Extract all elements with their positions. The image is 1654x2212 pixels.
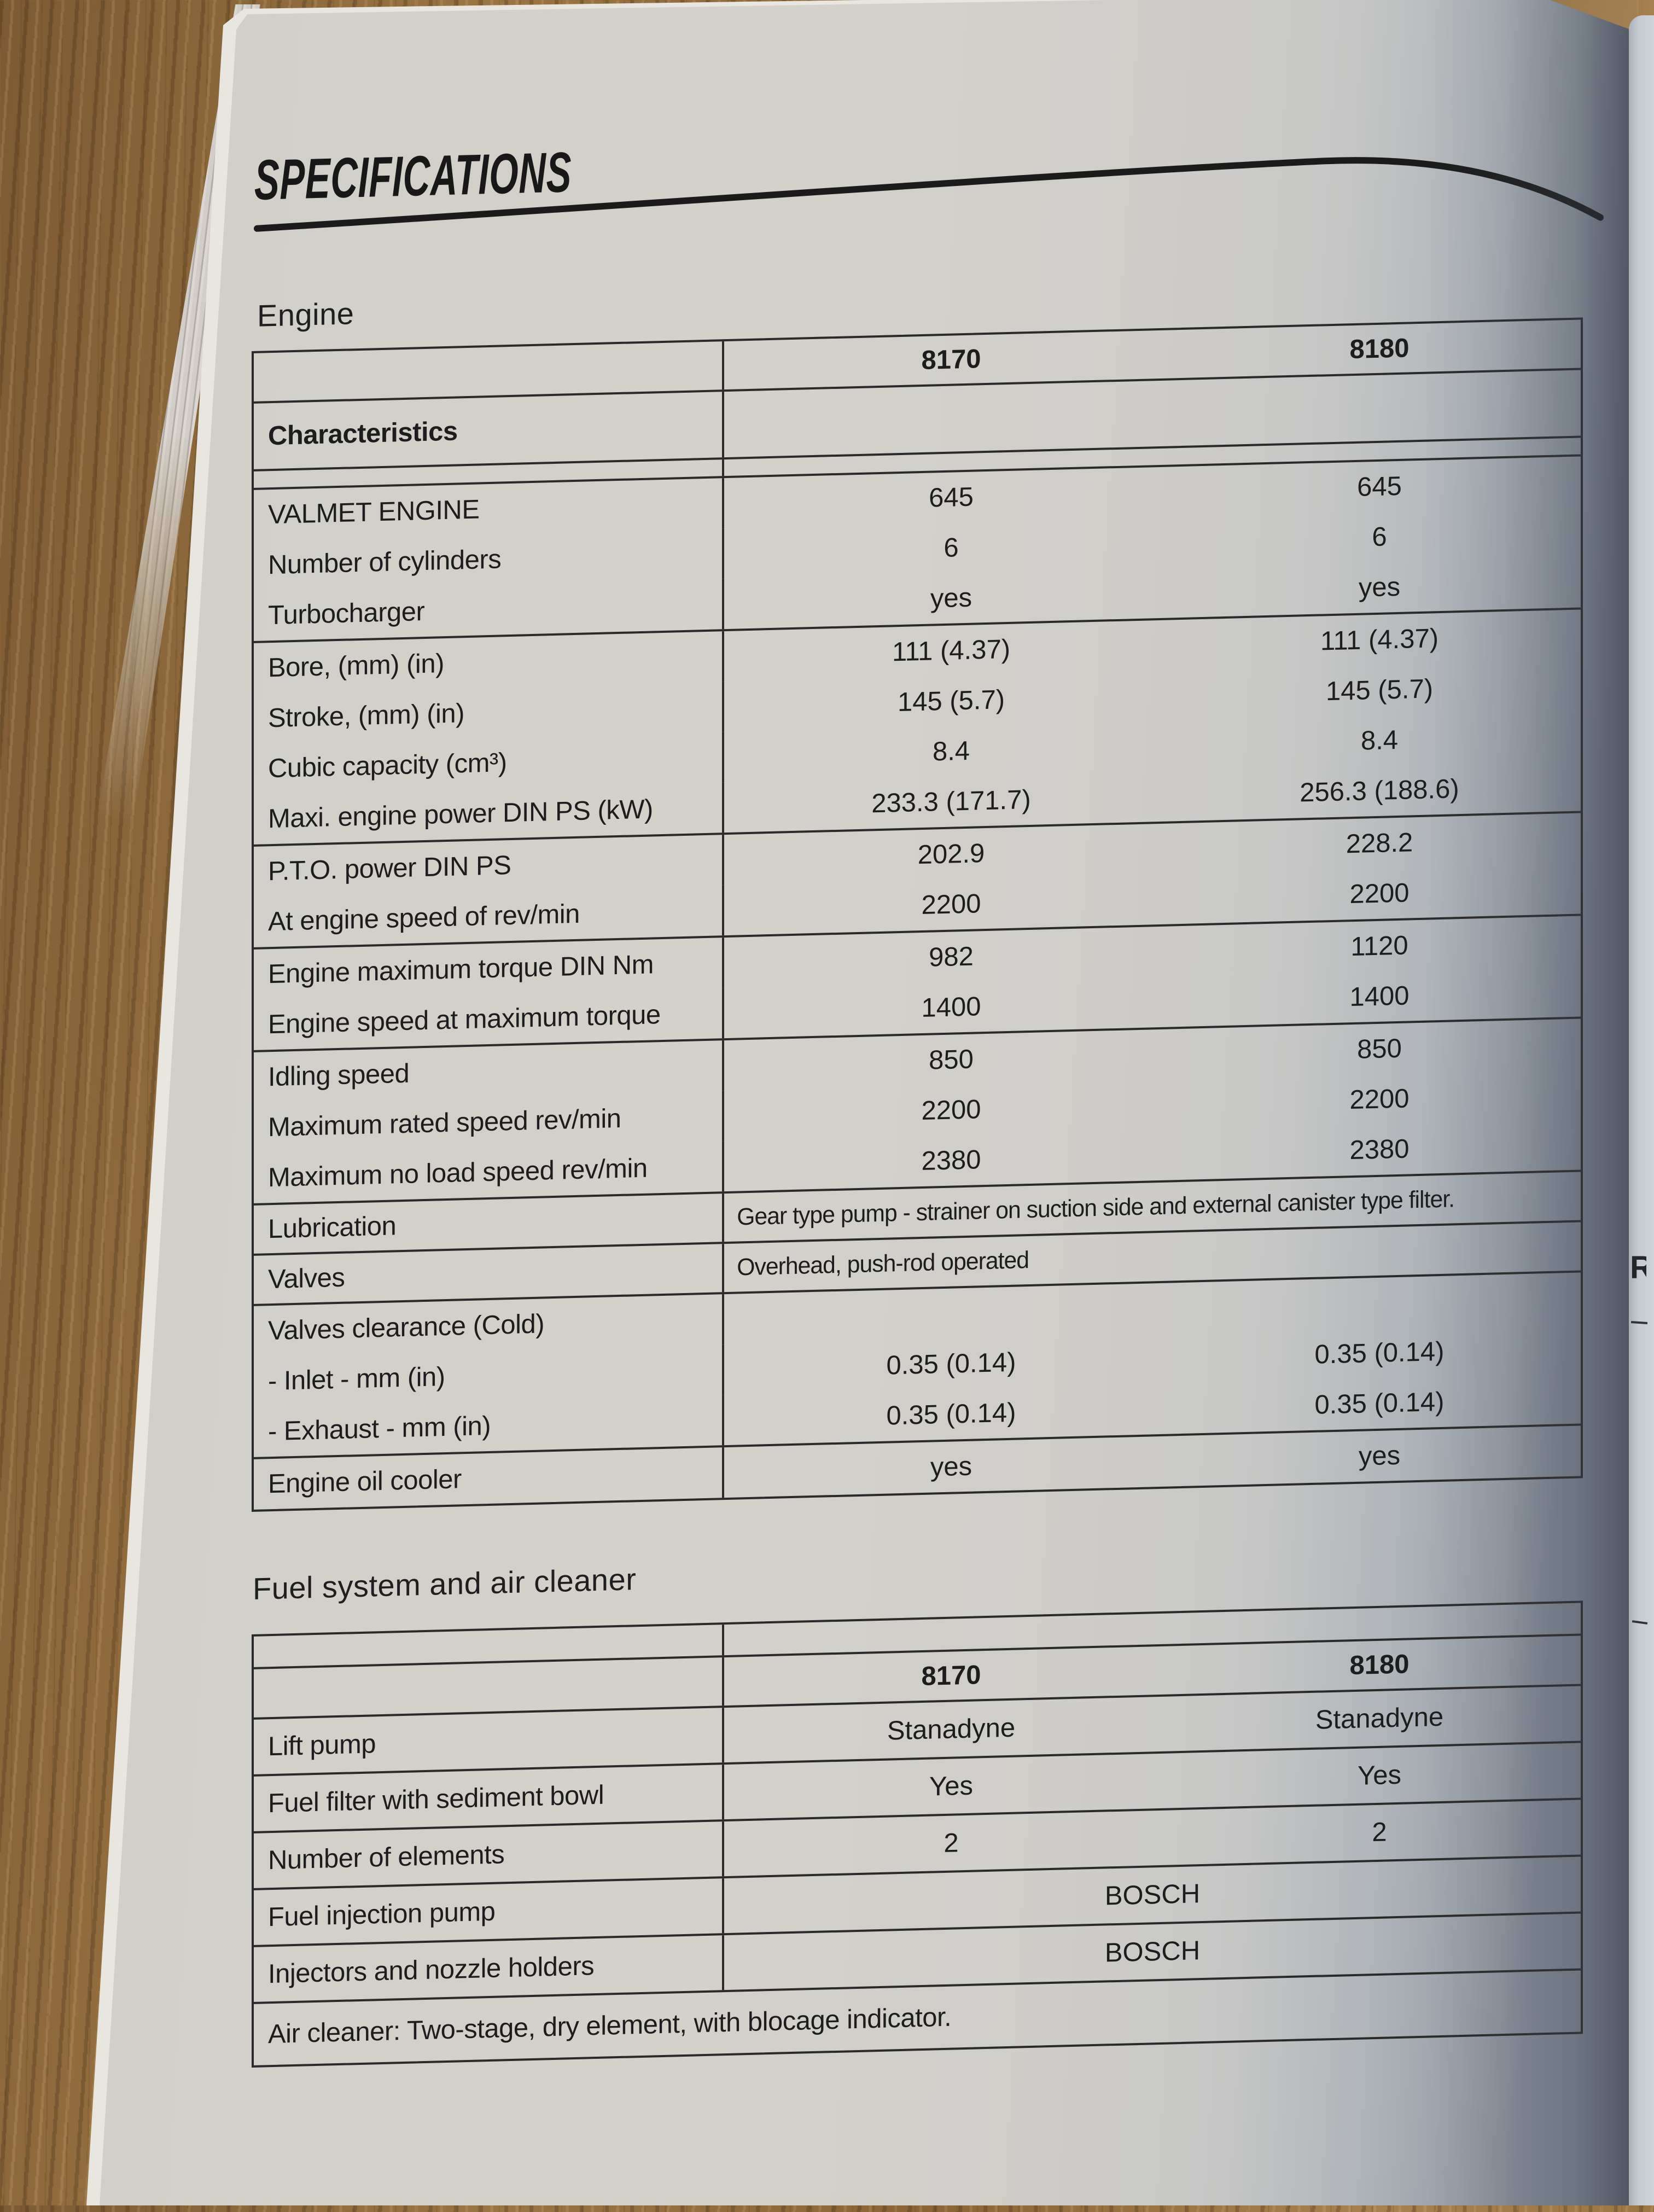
facing-page-sliver: R (1629, 15, 1654, 2205)
facing-page-line-fragment (1630, 1320, 1648, 1325)
facing-page-line-fragment (1632, 1620, 1648, 1625)
binding-gutter-shadow (1424, 0, 1654, 2205)
facing-page-text-fragment: R (1630, 1253, 1646, 1283)
